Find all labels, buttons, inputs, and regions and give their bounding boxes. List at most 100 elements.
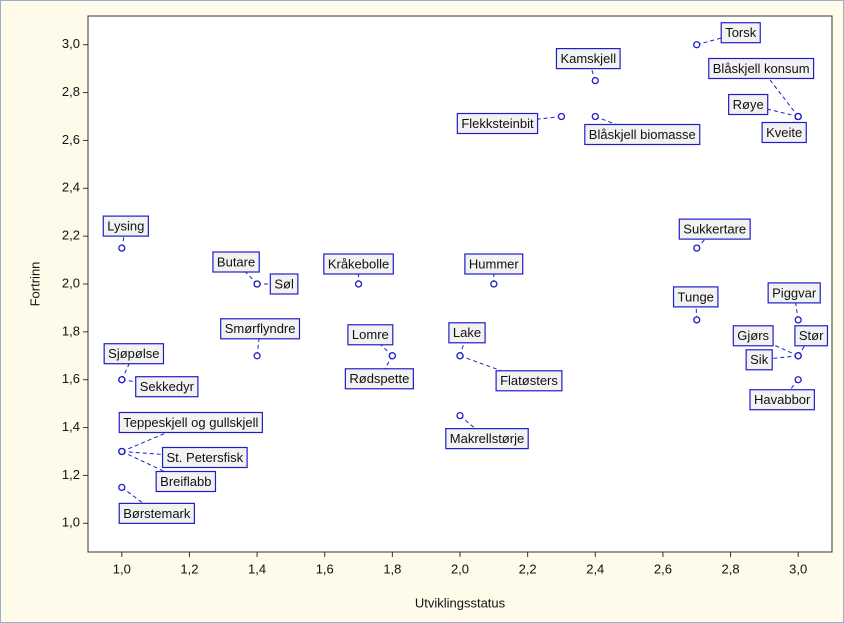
leader-line <box>459 355 530 382</box>
label-box <box>720 22 761 44</box>
label-box <box>749 389 815 411</box>
point <box>794 352 802 360</box>
x-axis-title: Utviklingsstatus <box>415 595 506 610</box>
y-axis-title: Fortrinn <box>27 262 42 307</box>
label-box <box>732 325 774 347</box>
point-label: Sik <box>750 352 769 367</box>
point-label: Hummer <box>469 256 520 271</box>
x-tick-label: 1,2 <box>180 561 198 576</box>
x-tick-label: 2,6 <box>654 561 672 576</box>
leader-line <box>497 116 562 124</box>
leader-line <box>587 58 596 81</box>
x-tick-label: 1,8 <box>383 561 401 576</box>
point <box>794 376 802 384</box>
point-label: St. Petersfisk <box>167 450 244 465</box>
point-label: Flekksteinbit <box>461 116 534 131</box>
label-box <box>584 123 701 146</box>
point <box>693 244 701 252</box>
point-label: Teppeskjell og gullskjell <box>123 415 258 430</box>
point-label: Kamskjell <box>560 51 616 66</box>
leader-line <box>121 422 192 452</box>
label-box <box>212 251 260 273</box>
label-box <box>672 286 719 308</box>
point <box>118 376 126 384</box>
label-box <box>102 215 149 237</box>
point <box>794 316 802 324</box>
point-label: Kveite <box>766 125 802 140</box>
y-tick-label: 1,4 <box>62 419 80 434</box>
point-label: Gjørs <box>737 328 769 343</box>
y-tick-label: 2,6 <box>62 132 80 147</box>
point <box>557 112 566 121</box>
point <box>253 352 261 360</box>
point <box>693 316 701 324</box>
y-tick-label: 1,0 <box>62 515 80 530</box>
label-box <box>745 349 773 371</box>
point-label: Flatøsters <box>500 373 558 388</box>
label-box <box>555 48 621 70</box>
y-tick-label: 2,4 <box>62 180 80 195</box>
point-label: Sjøpølse <box>108 346 159 361</box>
x-tick-label: 2,2 <box>519 561 537 576</box>
point <box>388 352 397 360</box>
label-box <box>464 253 524 275</box>
y-tick-label: 2,0 <box>62 275 80 290</box>
label-box <box>456 112 539 135</box>
label-box <box>347 324 394 346</box>
point <box>794 112 802 121</box>
label-box <box>269 273 299 295</box>
leader-line <box>695 296 698 320</box>
label-box <box>161 446 248 469</box>
point <box>253 280 261 288</box>
point-label: Stør <box>799 328 824 343</box>
label-box <box>761 121 807 144</box>
leader-line <box>595 116 643 135</box>
point <box>591 112 599 121</box>
point-label: Blåskjell biomasse <box>589 127 696 142</box>
label-box <box>135 376 199 398</box>
point-label: Havabbor <box>754 392 811 407</box>
point-label: Lysing <box>107 219 144 234</box>
point-label: Butare <box>217 254 255 269</box>
x-tick-label: 2,8 <box>722 561 740 576</box>
x-tick-label: 1,0 <box>113 561 131 576</box>
point <box>118 244 126 252</box>
label-box <box>794 325 829 347</box>
label-box <box>103 343 165 365</box>
point <box>118 447 126 456</box>
label-box <box>220 318 301 340</box>
point-label: Torsk <box>725 25 757 40</box>
x-tick-label: 2,4 <box>586 561 604 576</box>
point-label: Smørflyndre <box>225 321 296 336</box>
label-box <box>678 218 751 240</box>
point <box>354 280 363 288</box>
point <box>118 483 126 492</box>
point-label: Lomre <box>352 327 389 342</box>
y-tick-label: 1,2 <box>62 467 80 482</box>
point-label: Sukkertare <box>683 222 746 237</box>
label-box <box>118 411 263 434</box>
leader-line <box>121 226 127 249</box>
y-tick-label: 2,8 <box>62 84 80 99</box>
label-box <box>155 470 217 493</box>
label-box <box>495 370 563 392</box>
point <box>490 280 498 288</box>
label-box <box>708 57 815 80</box>
point-label: Makrellstørje <box>450 431 524 446</box>
point-label: Sekkedyr <box>140 379 195 394</box>
label-box <box>445 428 529 450</box>
point-label: Røye <box>733 97 764 112</box>
point-label: Søl <box>274 276 294 291</box>
point <box>456 352 464 360</box>
y-tick-label: 1,6 <box>62 371 80 386</box>
x-tick-label: 1,4 <box>248 561 266 576</box>
leader-line <box>235 261 258 285</box>
point-label: Blåskjell konsum <box>713 61 810 76</box>
point-label: Tunge <box>678 289 714 304</box>
label-box <box>448 322 486 344</box>
y-tick-label: 2,2 <box>62 228 80 243</box>
point-label: Rødspette <box>349 371 409 386</box>
label-box <box>323 253 394 275</box>
